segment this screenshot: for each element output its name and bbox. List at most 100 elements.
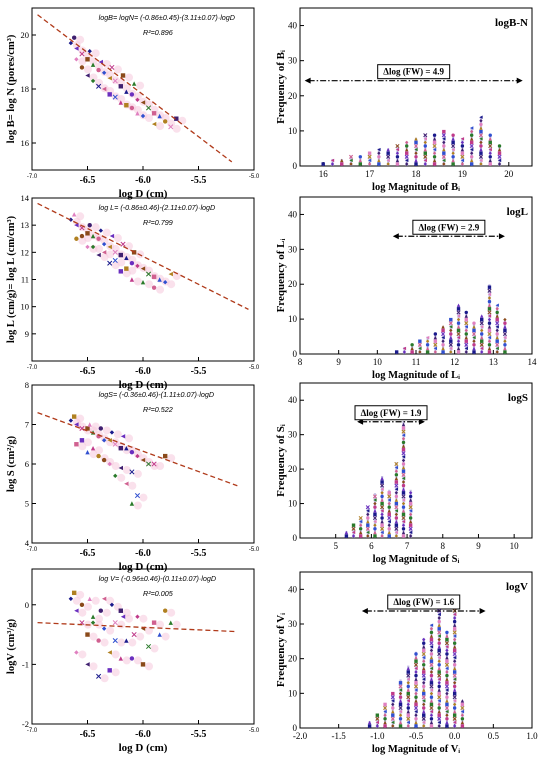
data-point: [79, 438, 85, 443]
scatter-halo: [100, 638, 109, 647]
bar-marker: [351, 534, 356, 538]
bar-marker: [398, 705, 403, 711]
bar-marker: [391, 724, 395, 728]
bar-marker: [432, 133, 437, 137]
bar-marker: [456, 335, 461, 340]
data-point: [107, 260, 113, 266]
data-point: [120, 614, 126, 619]
bar-marker: [394, 498, 399, 502]
bar-marker: [406, 673, 411, 678]
data-point: [163, 280, 168, 285]
data-point: [112, 620, 118, 626]
scatter-halo: [78, 650, 87, 659]
bar-marker: [437, 627, 441, 631]
bar-marker: [425, 346, 430, 351]
bar-marker: [488, 143, 493, 149]
scatter-halo: [133, 105, 142, 114]
bar-marker: [452, 724, 457, 728]
bar-marker: [406, 724, 410, 728]
data-point: [151, 111, 157, 116]
fw-arrow-head-left: [392, 233, 399, 240]
bar-marker: [429, 634, 434, 638]
bar-marker: [406, 695, 411, 700]
scatter-halo: [106, 70, 115, 79]
panel-label: logS: [508, 392, 528, 404]
scatter-halo: [145, 114, 153, 122]
equation-label: logB= logN= (-0.86±0.45)-(3.11±0.07)·log…: [99, 13, 235, 22]
bar-marker: [452, 720, 457, 725]
scatter-halo: [136, 632, 145, 641]
bar-marker: [452, 612, 457, 617]
bar-marker: [387, 512, 391, 517]
bar-marker: [495, 335, 499, 340]
bar-marker: [398, 709, 403, 714]
bar-marker: [437, 709, 441, 714]
bar-marker: [414, 670, 418, 674]
bar-marker: [383, 709, 387, 714]
bar-marker: [480, 335, 484, 340]
scatter-halo: [122, 656, 131, 665]
data-point: [140, 280, 146, 285]
x-tick-label: 9: [336, 357, 341, 367]
bar-marker: [460, 137, 465, 141]
data-point: [113, 473, 118, 479]
scatter-halo: [102, 228, 111, 237]
fw-annotation-text: Δlog (FW) = 4.9: [383, 67, 444, 77]
bar-marker: [406, 716, 411, 721]
y-tick-label: 40: [288, 395, 298, 405]
data-point: [87, 222, 92, 228]
bar-marker: [429, 641, 434, 646]
x-axis-label: log Magnitude of Sᵢ: [373, 554, 460, 565]
bar-marker: [503, 325, 507, 329]
bar-marker: [437, 637, 441, 642]
bar-marker: [394, 350, 399, 354]
bar-marker: [401, 487, 406, 491]
bar-marker: [421, 716, 426, 721]
data-point: [118, 465, 123, 471]
scatter-halo: [150, 644, 159, 653]
bar-marker: [380, 487, 384, 491]
data-point: [98, 608, 104, 613]
data-point: [112, 257, 118, 264]
bar-marker: [386, 147, 390, 152]
data-point: [124, 638, 129, 643]
bar-marker: [448, 342, 453, 347]
bar-marker: [503, 339, 507, 343]
x-tick-label: 8: [441, 541, 446, 551]
bar-marker: [406, 709, 410, 714]
bar-marker: [408, 516, 413, 520]
histogram-bar: [406, 665, 411, 728]
bar-marker: [421, 673, 426, 678]
bar-marker: [401, 505, 406, 509]
y-tick-label: 9: [25, 329, 29, 339]
bar-marker: [445, 630, 449, 635]
bar-marker: [405, 158, 409, 163]
bar-marker: [390, 695, 395, 700]
bar-marker: [487, 314, 492, 318]
bar-marker: [351, 526, 356, 531]
bar-marker: [456, 325, 461, 329]
histogram-bar: [433, 332, 438, 354]
scatter-halo: [133, 469, 142, 478]
x-tick-label: -5.5: [191, 729, 207, 740]
bar-marker: [377, 155, 381, 159]
bar-marker: [394, 461, 399, 467]
scatter-halo: [117, 95, 126, 104]
bar-marker: [469, 151, 474, 155]
bar-marker: [448, 321, 453, 326]
bar-marker: [351, 523, 356, 527]
bar-marker: [460, 144, 465, 148]
bar-marker: [495, 342, 500, 347]
bar-marker: [422, 637, 426, 642]
data-point: [145, 271, 152, 277]
bar-marker: [380, 491, 384, 495]
bar-marker: [429, 705, 434, 711]
data-point: [101, 438, 107, 443]
scatter-halo: [111, 668, 120, 677]
bar-marker: [452, 699, 457, 703]
bar-marker: [464, 335, 468, 340]
x-tick-label: -5.5: [191, 548, 207, 559]
x-tick-label: 12: [450, 357, 459, 367]
bar-marker: [452, 616, 457, 620]
bar-marker: [394, 516, 399, 520]
